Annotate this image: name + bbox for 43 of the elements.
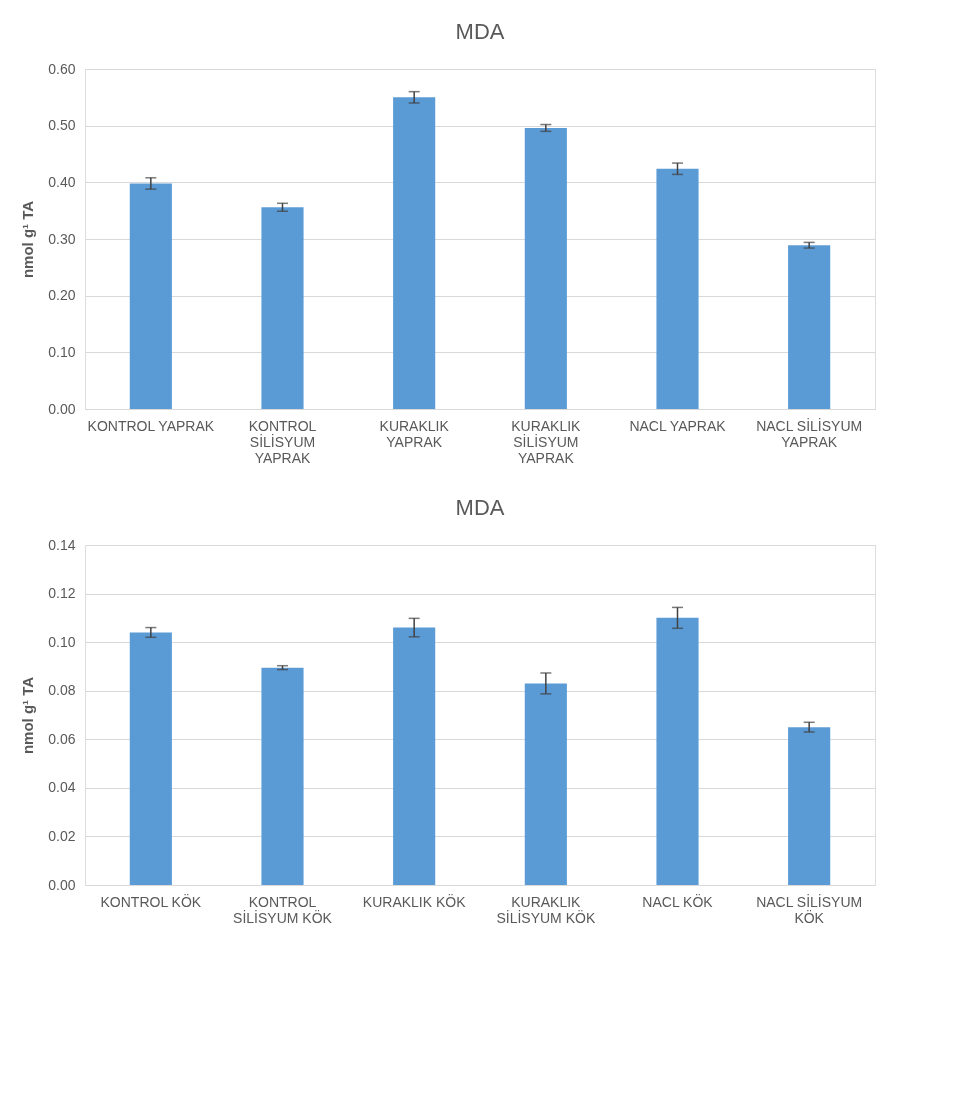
bar	[656, 617, 699, 885]
chart-title: MDA	[455, 19, 505, 44]
bar	[129, 183, 172, 409]
bar	[524, 127, 567, 409]
bar	[524, 683, 567, 885]
x-tick-label: NACL YAPRAK	[629, 417, 727, 434]
bar	[393, 627, 436, 885]
y-tick-label: 0.60	[48, 60, 76, 77]
bar	[129, 632, 172, 885]
y-tick-label: 0.20	[48, 287, 76, 304]
x-tick-label: KONTROL YAPRAK	[87, 417, 215, 434]
x-tick-label: KONTROL SİLİSYUM YAPRAK	[248, 417, 317, 466]
x-tick-label: NACL SİLİSYUM KÖK	[756, 892, 863, 926]
y-tick-label: 0.02	[48, 827, 76, 844]
x-tick-label: KURAKLIK KÖK	[362, 892, 467, 910]
x-tick-label: KONTROL KÖK	[100, 892, 202, 910]
y-tick-label: 0.10	[48, 343, 76, 360]
y-tick-label: 0.12	[48, 585, 76, 602]
x-tick-label: NACL KÖK	[642, 892, 714, 910]
y-tick-label: 0.50	[48, 117, 76, 134]
bar	[788, 727, 831, 885]
x-tick-label: NACL SİLİSYUM YAPRAK	[756, 416, 863, 450]
bar	[788, 245, 831, 409]
y-tick-label: 0.00	[48, 400, 76, 417]
y-tick-label: 0.40	[48, 173, 76, 190]
y-tick-label: 0.10	[48, 633, 76, 650]
bar	[393, 97, 436, 409]
y-tick-label: 0.00	[48, 876, 76, 893]
y-tick-label: 0.14	[48, 536, 76, 553]
x-tick-label: KURAKLIK YAPRAK	[379, 417, 450, 450]
x-tick-label: KURAKLIK SİLİSYUM YAPRAK	[511, 417, 582, 466]
bar	[656, 168, 699, 409]
y-tick-label: 0.04	[48, 779, 76, 796]
x-tick-label: KURAKLIK SİLİSYUM KÖK	[496, 893, 596, 926]
x-tick-label: KONTROL SİLİSYUM KÖK	[233, 893, 333, 926]
y-axis-title: nmol g¹ TA	[19, 200, 37, 279]
y-tick-label: 0.30	[48, 230, 76, 247]
chart-title: MDA	[455, 495, 505, 520]
bar	[261, 207, 304, 409]
y-axis-title: nmol g¹ TA	[19, 676, 37, 755]
y-tick-label: 0.08	[48, 682, 76, 699]
y-tick-label: 0.06	[48, 730, 76, 747]
bar	[261, 667, 304, 885]
